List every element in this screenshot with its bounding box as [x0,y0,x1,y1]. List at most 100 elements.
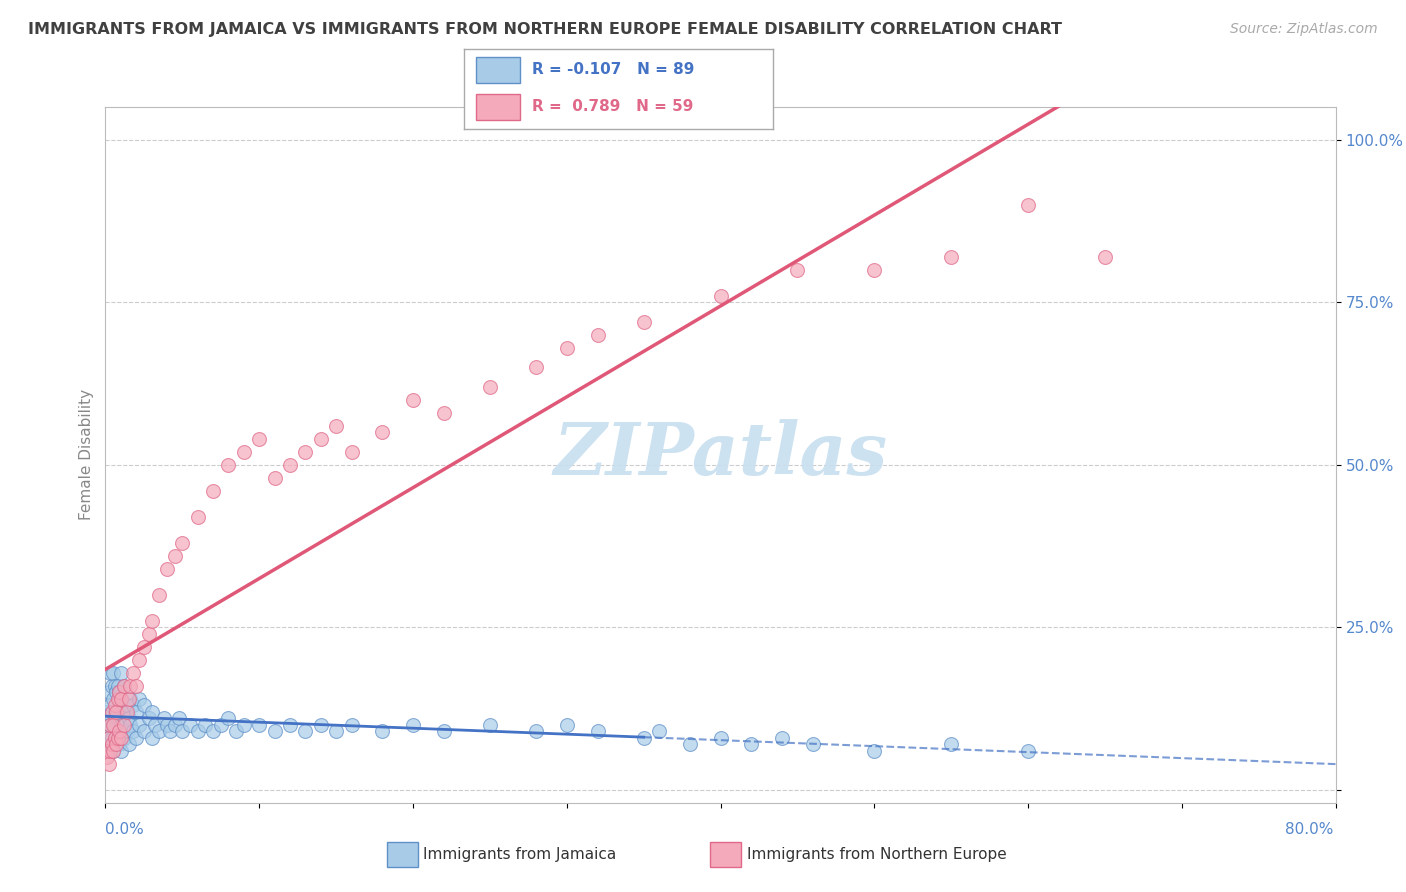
Point [125,679,148,693]
Text: R = -0.107   N = 89: R = -0.107 N = 89 [531,62,695,78]
Point [172,724,194,739]
Point [101,744,124,758]
Point [325,418,347,433]
Bar [477,57,520,83]
Point [433,406,456,420]
Point [294,724,316,739]
Point [648,724,671,739]
Point [115,698,138,713]
Point [232,444,254,458]
Point [294,444,316,458]
Point [863,262,886,277]
Point [110,718,132,732]
Point [179,718,201,732]
Point [138,711,160,725]
Point [555,341,578,355]
Point [104,698,127,713]
Point [97,685,120,699]
Point [555,718,578,732]
Point [194,718,217,732]
Point [107,731,129,745]
Point [128,691,150,706]
Point [110,665,132,680]
Point [941,737,963,751]
Point [101,718,124,732]
Point [225,724,247,739]
Point [107,691,129,706]
Point [100,737,122,751]
Point [108,724,131,739]
Text: Immigrants from Northern Europe: Immigrants from Northern Europe [747,847,1007,862]
Point [107,679,129,693]
Point [112,731,135,745]
Point [132,698,155,713]
Point [122,724,145,739]
Point [122,698,145,713]
Point [104,731,127,745]
Point [148,724,170,739]
Text: IMMIGRANTS FROM JAMAICA VS IMMIGRANTS FROM NORTHERN EUROPE FEMALE DISABILITY COR: IMMIGRANTS FROM JAMAICA VS IMMIGRANTS FR… [28,22,1062,37]
Point [107,731,129,745]
Point [1017,197,1039,211]
Text: 80.0%: 80.0% [1285,822,1333,837]
Point [524,360,547,375]
Point [1017,744,1039,758]
Point [141,705,163,719]
Bar [477,94,520,120]
Point [478,379,501,393]
Point [586,327,609,342]
Point [96,705,118,719]
Text: 0.0%: 0.0% [105,822,145,837]
Point [115,724,138,739]
Point [115,705,138,719]
Point [98,718,121,732]
Point [218,458,240,472]
Point [710,288,733,302]
Point [247,432,270,446]
Point [132,724,155,739]
Point [105,685,128,699]
Point [125,705,148,719]
Point [110,731,132,745]
Point [105,737,128,751]
Point [120,691,141,706]
Point [112,705,135,719]
Point [132,640,155,654]
Point [101,665,124,680]
Point [309,718,332,732]
Point [187,724,209,739]
Point [112,679,135,693]
Point [524,724,547,739]
Point [371,724,394,739]
Point [101,744,124,758]
Point [120,718,141,732]
Point [98,698,121,713]
Point [633,315,655,329]
Point [163,718,186,732]
Point [402,392,425,407]
Point [163,549,186,563]
Point [263,724,285,739]
Point [100,705,122,719]
Point [101,691,124,706]
Point [98,718,121,732]
Point [105,737,128,751]
Point [209,718,232,732]
Point [105,705,128,719]
Point [340,444,363,458]
Point [278,718,301,732]
Point [125,731,148,745]
Text: R =  0.789   N = 59: R = 0.789 N = 59 [531,99,693,114]
Point [104,731,127,745]
Point [156,718,179,732]
Point [105,711,128,725]
Point [120,679,141,693]
Point [325,724,347,739]
Point [263,471,285,485]
Point [159,724,181,739]
Point [100,705,122,719]
Point [740,737,762,751]
Point [202,483,225,498]
Point [340,718,363,732]
Text: ZIPatlas: ZIPatlas [554,419,887,491]
